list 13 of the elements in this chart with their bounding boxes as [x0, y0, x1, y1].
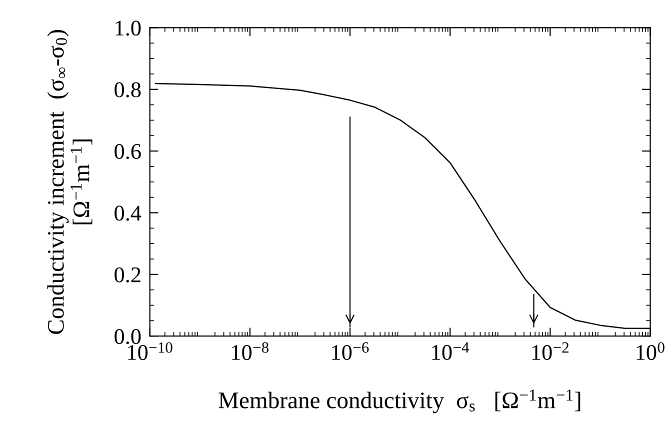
text: Conductivity increment (σ$_{∞}$-σ$_{0}$) [Ω$^{−1}$m$^{−1}$]	[47, 30, 92, 334]
y-tick-label: 1.0	[116, 20, 141, 36]
y-tick-label: 0.0	[114, 329, 141, 344]
y-tick-label: 0.4	[114, 206, 142, 221]
x-tick-label: 10$^{−2}$	[532, 342, 568, 360]
x-tick-label: 10$^{−8}$	[232, 342, 269, 360]
x-tick-label: 10$^{−4}$	[432, 342, 470, 360]
x-tick-label: 10$^{0}$	[636, 342, 664, 360]
x-tick-label: 10$^{−6}$	[332, 342, 369, 360]
text: Membrane conductivity σ$_{s}$ [Ω$^{−1}$m$^{−1}$]	[218, 390, 580, 414]
y-tick-label: 0.6	[114, 144, 141, 160]
y-tick-label: 0.2	[114, 267, 140, 282]
y-tick-label: 0.8	[114, 82, 141, 98]
